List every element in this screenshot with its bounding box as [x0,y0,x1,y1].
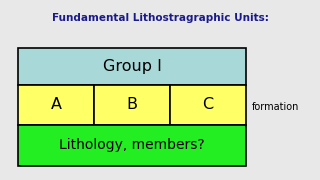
Bar [94,85,170,125]
Text: formation: formation [252,102,300,112]
Text: A: A [51,97,61,112]
Bar [18,85,94,125]
Text: Group I: Group I [103,59,161,74]
Bar [18,125,246,166]
Text: Lithology, members?: Lithology, members? [59,138,205,152]
Text: C: C [203,97,213,112]
Bar [170,85,246,125]
Text: B: B [126,97,138,112]
Text: Fundamental Lithostragraphic Units:: Fundamental Lithostragraphic Units: [52,13,268,23]
Bar [18,48,246,85]
